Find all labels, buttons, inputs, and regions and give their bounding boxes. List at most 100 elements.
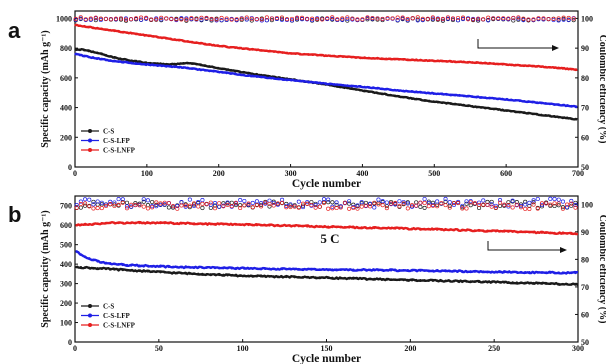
efficiency-series-c-s-lnfp: [74, 200, 578, 211]
capacity-point: [203, 64, 207, 68]
efficiency-point: [187, 203, 192, 208]
capacity-point: [130, 32, 134, 35]
efficiency-point: [120, 200, 125, 205]
capacity-point: [389, 93, 392, 97]
capacity-point: [199, 68, 203, 71]
capacity-point: [466, 60, 470, 64]
capacity-point: [147, 34, 151, 38]
capacity-point: [498, 229, 502, 233]
capacity-point: [527, 64, 530, 68]
efficiency-point: [345, 16, 350, 21]
capacity-point: [217, 266, 221, 270]
capacity-point: [310, 276, 313, 279]
x-tick-label: 500: [428, 169, 440, 178]
capacity-point: [79, 253, 83, 256]
efficiency-point: [158, 201, 163, 206]
efficiency-point: [565, 202, 570, 207]
efficiency-point: [365, 17, 370, 22]
efficiency-point: [154, 200, 159, 205]
efficiency-arrow: [477, 39, 552, 49]
capacity-point: [268, 224, 271, 227]
capacity-point: [130, 59, 134, 62]
capacity-point: [96, 222, 99, 225]
capacity-point: [427, 227, 431, 231]
capacity-point: [216, 66, 220, 70]
capacity-point: [528, 271, 531, 274]
capacity-point: [83, 223, 87, 226]
capacity-point: [175, 221, 179, 225]
efficiency-point: [397, 204, 402, 209]
capacity-point: [549, 271, 552, 274]
capacity-point: [561, 232, 565, 235]
capacity-point: [134, 264, 137, 267]
efficiency-point: [166, 201, 171, 206]
capacity-point: [406, 278, 410, 282]
y2-tick-label: 50: [581, 338, 589, 347]
capacity-point: [108, 262, 112, 265]
capacity-point: [272, 224, 275, 227]
capacity-point: [527, 112, 530, 115]
capacity-point: [436, 59, 440, 63]
capacity-point: [498, 270, 502, 274]
capacity-point: [272, 275, 275, 278]
capacity-point: [371, 56, 375, 60]
capacity-point: [155, 270, 158, 274]
capacity-point: [203, 42, 207, 46]
capacity-point: [75, 265, 78, 269]
efficiency-point: [150, 205, 155, 210]
capacity-point: [318, 276, 322, 279]
capacity-point: [113, 268, 116, 271]
capacity-point: [177, 38, 181, 42]
capacity-point: [481, 280, 485, 284]
capacity-point: [553, 271, 556, 274]
capacity-point: [121, 263, 125, 267]
capacity-point: [544, 114, 547, 117]
capacity-point: [339, 268, 343, 272]
efficiency-point: [91, 206, 96, 211]
capacity-point: [125, 263, 129, 267]
y2-tick-label: 70: [581, 283, 589, 292]
capacity-point: [246, 47, 250, 51]
efficiency-point: [98, 16, 103, 21]
efficiency-point: [468, 199, 473, 204]
efficiency-point: [98, 17, 103, 23]
capacity-point: [129, 221, 133, 225]
capacity-point: [514, 110, 517, 114]
capacity-point: [532, 281, 535, 285]
capacity-point: [458, 60, 461, 64]
efficiency-point: [200, 201, 205, 206]
efficiency-point: [133, 202, 138, 208]
efficiency-point: [274, 15, 279, 21]
efficiency-point: [405, 16, 410, 22]
efficiency-point: [326, 200, 331, 205]
capacity-point: [164, 37, 168, 40]
capacity-point: [113, 29, 116, 33]
capacity-point: [74, 48, 78, 51]
capacity-point: [298, 79, 302, 83]
capacity-point: [488, 62, 491, 65]
capacity-point: [150, 264, 154, 268]
capacity-point: [552, 115, 556, 118]
capacity-point: [363, 85, 366, 89]
efficiency-point: [443, 196, 448, 202]
efficiency-point: [466, 17, 471, 22]
efficiency-point: [426, 204, 431, 209]
capacity-point: [364, 268, 368, 272]
capacity-point: [552, 103, 556, 106]
capacity-point: [117, 60, 121, 63]
capacity-point: [352, 268, 355, 272]
efficiency-point: [376, 202, 381, 207]
capacity-point: [259, 223, 263, 227]
capacity-point: [419, 269, 422, 272]
y-tick-label: 0: [68, 338, 72, 347]
capacity-point: [294, 79, 297, 82]
capacity-point: [528, 230, 531, 234]
efficiency-point: [477, 205, 482, 211]
capacity-point: [130, 61, 134, 65]
efficiency-point: [154, 202, 159, 207]
capacity-point: [565, 282, 569, 286]
efficiency-point: [175, 206, 180, 211]
capacity-point: [479, 61, 483, 65]
efficiency-point: [340, 17, 345, 23]
efficiency-point: [141, 204, 146, 209]
